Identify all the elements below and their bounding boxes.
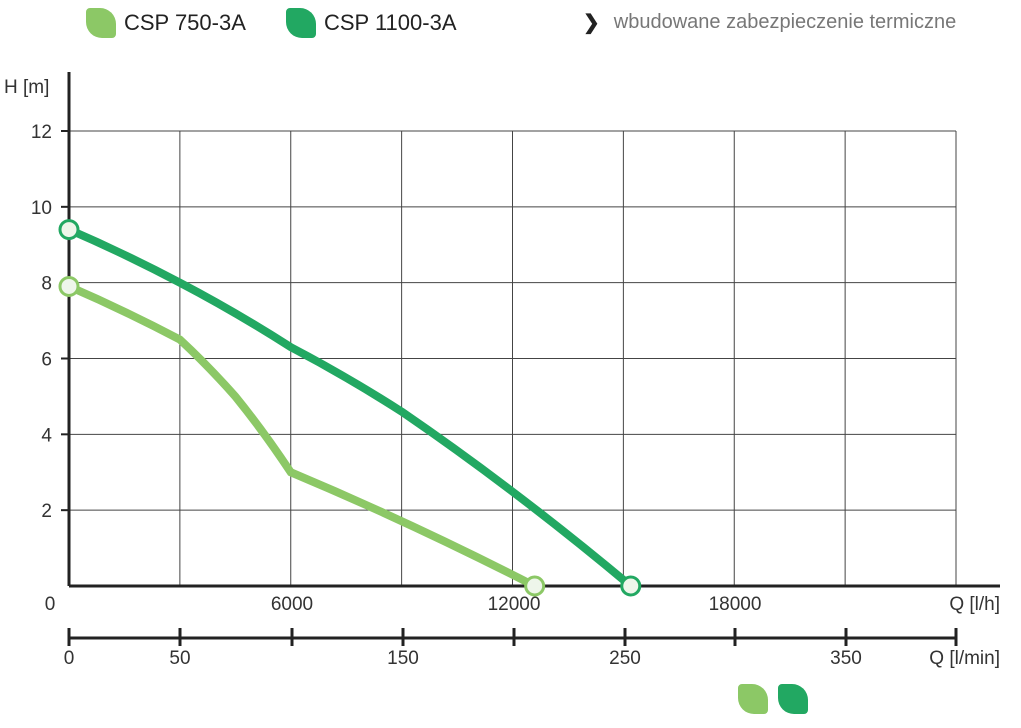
leaf-icon xyxy=(738,684,768,714)
legend-item-csp1100: CSP 1100-3A xyxy=(286,8,457,38)
x-tick-label-lh: 6000 xyxy=(271,594,313,615)
footer-icons xyxy=(738,684,808,714)
y-tick-label: 10 xyxy=(31,198,52,219)
chevron-right-icon: ❯ xyxy=(583,12,600,34)
x-axis-label-lh: Q [l/h] xyxy=(949,594,1000,615)
x-tick-label-lmin: 350 xyxy=(830,648,862,669)
leaf-icon xyxy=(86,8,116,38)
legend-item-csp750: CSP 750-3A xyxy=(86,8,246,38)
legend-label: CSP 1100-3A xyxy=(324,10,457,35)
x-tick-label-lmin: 0 xyxy=(64,648,75,669)
y-axis-label: H [m] xyxy=(4,77,49,98)
y-tick-label: 12 xyxy=(31,122,52,143)
series-line-1 xyxy=(65,225,635,590)
leaf-icon xyxy=(286,8,316,38)
x-tick-label-lmin: 250 xyxy=(609,648,641,669)
x-tick-label-lh: 12000 xyxy=(488,594,541,615)
y-tick-label: 4 xyxy=(41,425,52,446)
leaf-icon xyxy=(778,684,808,714)
series-start-point xyxy=(58,219,80,241)
y-tick-label: 6 xyxy=(41,350,52,371)
y-tick-label: 0 xyxy=(45,594,56,615)
x-axis-label-lmin: Q [l/min] xyxy=(929,648,1000,669)
note-text: wbudowane zabezpieczenie termiczne xyxy=(613,11,957,33)
series-start-point xyxy=(58,275,80,297)
series-end-point xyxy=(524,575,546,597)
y-tick-label: 2 xyxy=(41,501,52,522)
y-tick-label: 8 xyxy=(41,274,52,295)
series-line-0 xyxy=(65,282,539,590)
thermal-protection-note: ❯ wbudowane zabezpieczenie termiczne xyxy=(583,10,956,35)
series-end-point xyxy=(620,575,642,597)
legend-label: CSP 750-3A xyxy=(124,10,246,35)
x-tick-label-lmin: 150 xyxy=(387,648,419,669)
x-tick-label-lh: 18000 xyxy=(709,594,762,615)
x-tick-label-lmin: 50 xyxy=(169,648,190,669)
